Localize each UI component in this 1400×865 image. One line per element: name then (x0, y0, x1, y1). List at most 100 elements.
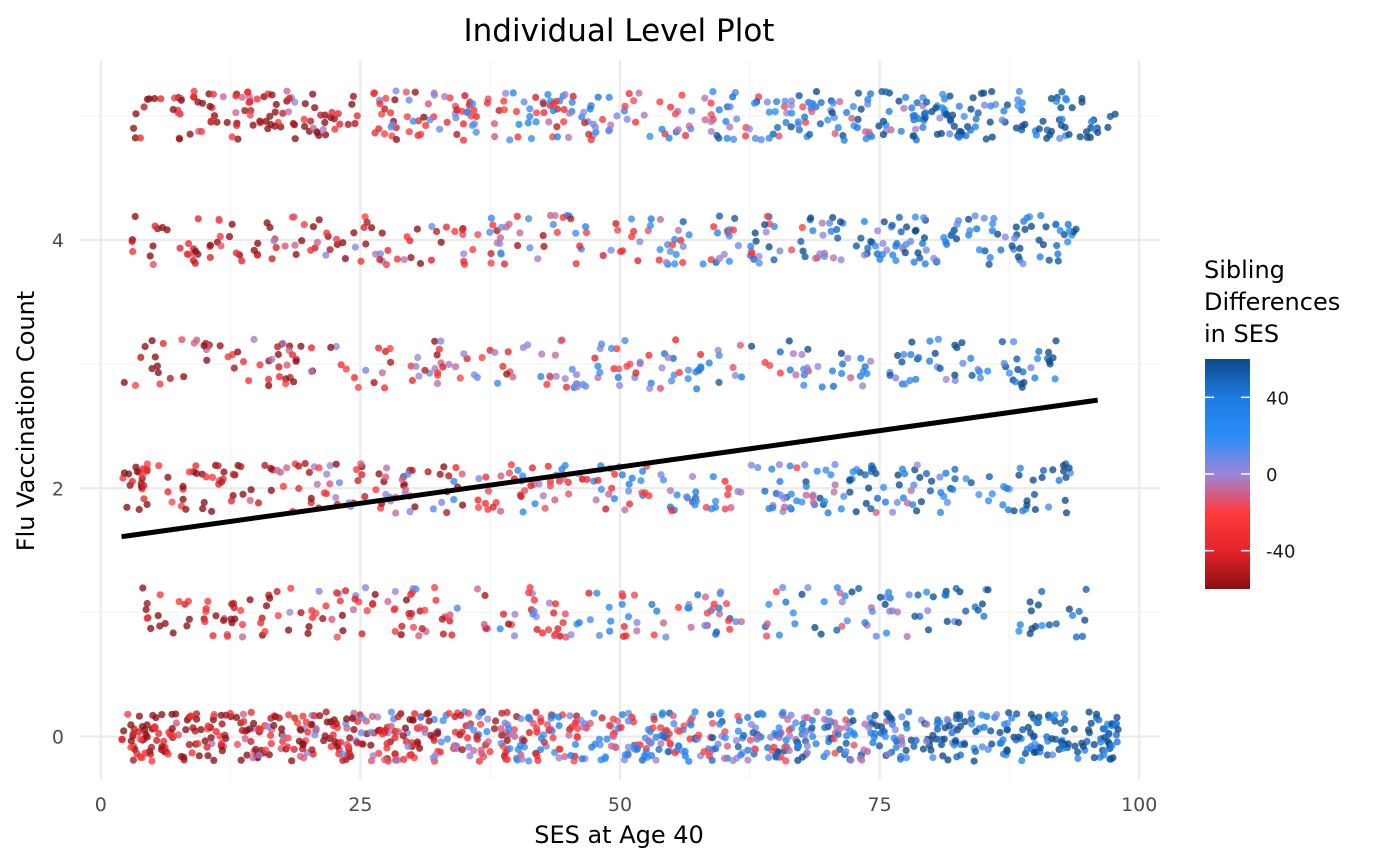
scatter-point (662, 726, 671, 734)
scatter-point (1056, 134, 1064, 142)
scatter-point (475, 757, 483, 765)
scatter-point (901, 470, 909, 478)
scatter-point (775, 132, 783, 140)
scatter-point (363, 607, 371, 615)
scatter-point (823, 717, 832, 725)
scatter-point (336, 597, 344, 605)
scatter-point (229, 470, 237, 478)
scatter-point (503, 370, 511, 378)
scatter-point (757, 136, 765, 144)
scatter-point (391, 588, 399, 596)
scatter-point (1112, 731, 1120, 739)
scatter-point (967, 709, 975, 717)
scatter-point (1061, 716, 1069, 724)
scatter-point (775, 631, 784, 639)
scatter-point (929, 731, 937, 739)
scatter-point (268, 355, 276, 363)
scatter-point (247, 708, 255, 717)
scatter-point (846, 488, 854, 496)
scatter-point (1075, 607, 1083, 616)
scatter-point (636, 358, 644, 366)
scatter-point (726, 103, 734, 111)
scatter-point (499, 742, 507, 751)
scatter-point (185, 741, 193, 749)
scatter-point (138, 723, 146, 731)
scatter-point (387, 358, 395, 366)
scatter-point (674, 603, 683, 612)
scatter-point (443, 118, 451, 126)
scatter-point (878, 88, 886, 96)
scatter-point (130, 124, 138, 132)
scatter-point (715, 604, 723, 612)
scatter-point (567, 751, 575, 760)
scatter-point (315, 587, 323, 595)
scatter-point (715, 212, 724, 220)
scatter-point (967, 105, 975, 113)
scatter-point (392, 87, 400, 95)
scatter-point (936, 719, 944, 727)
scatter-point (442, 223, 451, 231)
scatter-point (628, 474, 636, 482)
scatter-point (987, 102, 995, 110)
scatter-point (486, 748, 494, 756)
scatter-point (715, 106, 723, 114)
scatter-point (513, 212, 521, 220)
scatter-point (500, 97, 508, 105)
scatter-point (578, 755, 586, 763)
scatter-point (781, 743, 789, 751)
scatter-point (1014, 365, 1022, 374)
scatter-point (837, 256, 845, 264)
scatter-point (738, 373, 746, 381)
scatter-point (590, 709, 598, 717)
scatter-point (141, 342, 149, 351)
scatter-point (382, 490, 390, 498)
scatter-point (581, 119, 589, 127)
scatter-point (781, 97, 789, 105)
scatter-point (680, 722, 688, 730)
scatter-point (786, 366, 794, 374)
scatter-point (323, 229, 331, 237)
scatter-point (518, 755, 526, 763)
scatter-point (438, 498, 446, 507)
scatter-point (275, 363, 283, 371)
scatter-point (857, 105, 865, 113)
scatter-point (1005, 709, 1013, 717)
scatter-point (1076, 133, 1084, 141)
scatter-point (624, 743, 633, 751)
scatter-point (549, 734, 557, 742)
scatter-point (846, 476, 854, 484)
scatter-point (721, 505, 729, 513)
scatter-point (184, 597, 192, 605)
scatter-point (537, 718, 545, 726)
scatter-point (920, 234, 929, 242)
scatter-point (146, 252, 154, 260)
scatter-point (200, 342, 208, 350)
scatter-point (624, 717, 632, 725)
scatter-point (209, 632, 217, 640)
scatter-point (1113, 713, 1121, 722)
scatter-point (765, 134, 773, 142)
scatter-point (1018, 757, 1026, 765)
scatter-point (932, 104, 940, 112)
scatter-point (1014, 253, 1023, 261)
scatter-point (952, 737, 960, 745)
scatter-point (958, 339, 966, 347)
scatter-point (494, 379, 502, 387)
scatter-point (120, 727, 128, 735)
scatter-point (865, 484, 873, 492)
scatter-point (246, 596, 254, 604)
scatter-point (546, 373, 555, 381)
scatter-point (400, 256, 408, 264)
scatter-point (782, 598, 790, 606)
scatter-point (350, 726, 358, 734)
scatter-point (1087, 719, 1095, 727)
scatter-point (227, 497, 235, 505)
scatter-point (240, 717, 248, 726)
scatter-point (559, 619, 567, 627)
scatter-point (966, 126, 975, 134)
scatter-point (405, 96, 413, 104)
scatter-point (605, 721, 614, 730)
scatter-point (448, 631, 456, 639)
scatter-point (839, 360, 847, 368)
scatter-point (903, 223, 911, 231)
